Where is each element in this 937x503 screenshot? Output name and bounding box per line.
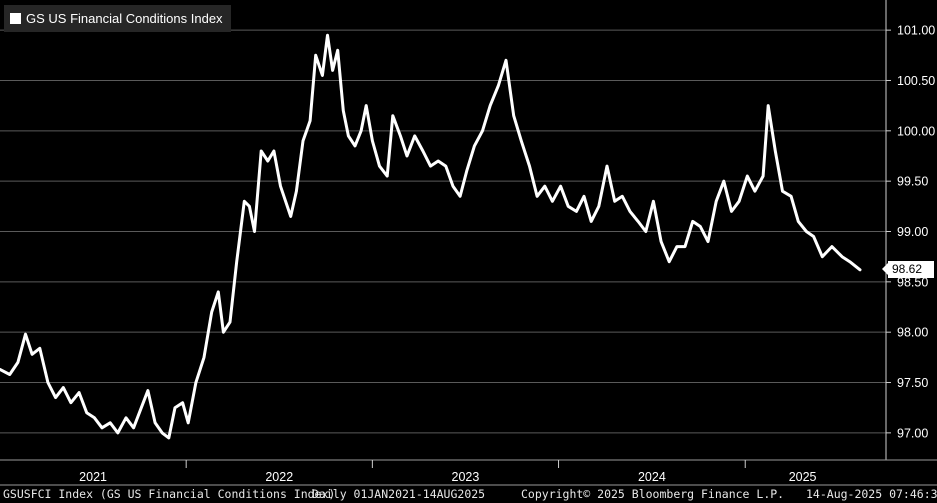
x-tick-label: 2025 — [789, 470, 817, 484]
legend-label: GS US Financial Conditions Index — [26, 11, 223, 26]
footer-timestamp: 14-Aug-2025 07:46:33 — [806, 487, 937, 501]
x-tick-label: 2021 — [79, 470, 107, 484]
y-tick-label: 98.50 — [897, 275, 928, 289]
y-tick-label: 100.50 — [897, 74, 935, 88]
last-value-label: 98.62 — [892, 262, 923, 277]
y-tick-label: 98.00 — [897, 326, 928, 340]
series — [0, 33, 862, 440]
series-line — [0, 33, 862, 440]
y-tick-labels: 97.00 97.50 98.00 98.50 99.00 99.50 100.00 100.… — [897, 24, 935, 441]
y-tick-label: 97.50 — [897, 376, 928, 390]
axes — [0, 0, 937, 486]
x-tick-label: 2023 — [452, 470, 480, 484]
y-tick-label: 101.00 — [897, 24, 935, 38]
footer: GSUSFCI Index (GS US Financial Condition… — [0, 485, 937, 503]
footer-range: Daily 01JAN2021-14AUG2025 — [312, 487, 486, 501]
footer-copyright: Copyright© 2025 Bloomberg Finance L.P. — [521, 487, 785, 501]
x-tick-label: 2024 — [638, 470, 666, 484]
gridlines — [0, 29, 886, 434]
legend-swatch — [10, 13, 21, 24]
x-tick-labels: 2021 2022 2023 2024 2025 — [79, 470, 816, 484]
y-tick-label: 100.00 — [897, 124, 935, 138]
y-tick-label: 97.00 — [897, 426, 928, 440]
last-value-marker: 98.62 — [882, 261, 934, 279]
y-tick-label: 99.00 — [897, 225, 928, 239]
y-tick-label: 99.50 — [897, 175, 928, 189]
legend: GS US Financial Conditions Index — [4, 5, 231, 32]
x-tick-label: 2022 — [265, 470, 293, 484]
footer-ticker: GSUSFCI Index (GS US Financial Condition… — [3, 487, 336, 501]
